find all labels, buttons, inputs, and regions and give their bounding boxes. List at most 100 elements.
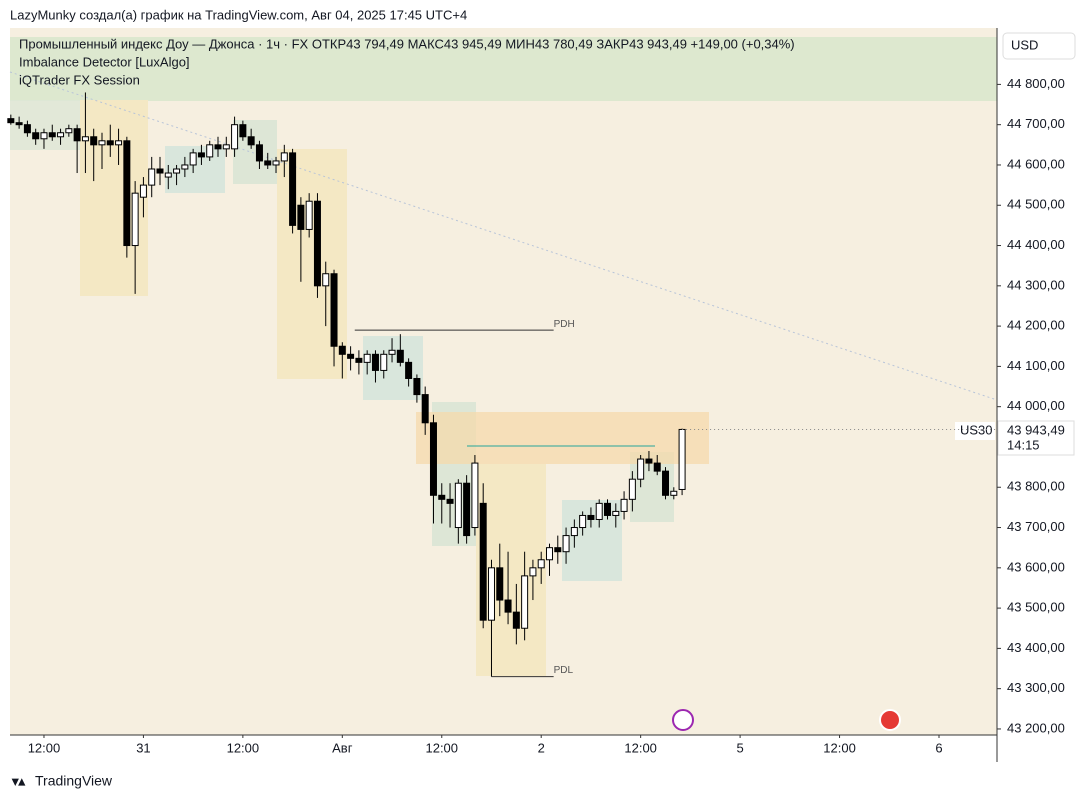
candle-body (678, 428, 686, 490)
x-tick-label: 12:00 (624, 740, 657, 755)
candle-body (15, 122, 23, 126)
candle-body (73, 128, 81, 142)
level-label: PDH (554, 319, 575, 330)
x-tick-label: 31 (136, 740, 150, 755)
session-box (562, 500, 622, 581)
last-price-box (997, 420, 1075, 456)
y-tick-label: 43 600,00 (1007, 559, 1065, 574)
candle-body (338, 345, 346, 355)
candle-body (537, 559, 545, 569)
candle-body (81, 136, 89, 142)
candle-body (662, 470, 670, 496)
candle-body (612, 510, 620, 516)
legend-line: iQTrader FX Session (19, 72, 140, 87)
candle-body (595, 502, 603, 520)
trend-line (9, 71, 998, 401)
candle-body (255, 144, 263, 162)
candle-body (388, 349, 396, 355)
candle-body (272, 160, 280, 166)
candle-body (579, 514, 587, 529)
candle-body (57, 132, 65, 138)
y-tick-label: 43 800,00 (1007, 479, 1065, 494)
currency-button[interactable] (1002, 32, 1076, 60)
flag-icon[interactable] (879, 709, 901, 731)
event-icon[interactable] (672, 709, 694, 731)
candle-body (206, 144, 214, 158)
y-tick-label: 43 500,00 (1007, 600, 1065, 615)
candle-body (371, 353, 379, 371)
candle-body (628, 478, 636, 500)
x-tick-label: 12:00 (823, 740, 856, 755)
candle-body (496, 567, 504, 601)
x-tick-label: 5 (736, 740, 743, 755)
x-tick-label: Авг (332, 740, 353, 755)
candle-body (653, 462, 661, 472)
header: LazyMunky создал(а) график на TradingVie… (10, 7, 467, 22)
candle-body (446, 498, 454, 504)
candle-body (98, 140, 106, 146)
candle-body (504, 599, 512, 613)
currency[interactable]: USD (1011, 37, 1038, 52)
y-tick-label: 44 700,00 (1007, 116, 1065, 131)
candle-body (131, 192, 139, 247)
candle-body (32, 132, 40, 140)
candle-body (173, 168, 181, 174)
candle-body (148, 168, 156, 186)
candle-body (421, 394, 429, 424)
y-tick-label: 44 100,00 (1007, 358, 1065, 373)
countdown: 14:15 (1007, 437, 1040, 452)
candle-body (181, 164, 189, 170)
x-tick-label: 12:00 (227, 740, 260, 755)
candle-body (23, 124, 31, 134)
candle-body (297, 204, 305, 230)
candle-body (106, 140, 114, 146)
imbalance-box (416, 412, 709, 464)
candle-body (637, 458, 645, 480)
y-tick-label: 44 200,00 (1007, 318, 1065, 333)
candle-body (521, 575, 529, 629)
symbol: US30 (960, 422, 993, 437)
candle-body (463, 482, 471, 537)
legend-line: Промышленный индекс Доу — Джонса · 1ч · … (19, 36, 795, 51)
candle-body (554, 547, 562, 553)
candle-body (604, 502, 612, 516)
candle-body (380, 353, 388, 371)
y-tick-label: 44 300,00 (1007, 277, 1065, 292)
candle-body (562, 535, 570, 553)
candle-body (40, 132, 48, 140)
candle-body (313, 200, 321, 287)
candle-body (123, 140, 131, 247)
candle-body (512, 611, 520, 629)
candle-body (65, 128, 73, 134)
candle-body (471, 462, 479, 529)
candle-body (222, 144, 230, 150)
y-tick-label: 43 200,00 (1007, 720, 1065, 735)
y-tick-label: 44 500,00 (1007, 197, 1065, 212)
x-tick-label: 12:00 (28, 740, 61, 755)
candle-body (438, 494, 446, 500)
candle-body (264, 160, 272, 166)
candle-body (487, 567, 495, 621)
x-tick-label: 2 (538, 740, 545, 755)
candle-body (330, 273, 338, 347)
y-tick-label: 44 400,00 (1007, 237, 1065, 252)
candle-body (90, 136, 98, 146)
x-tick-label: 12:00 (425, 740, 458, 755)
legend-line: Imbalance Detector [LuxAlgo] (19, 54, 190, 69)
candle-body (396, 349, 404, 363)
candle-body (587, 514, 595, 520)
footer: TradingView (35, 773, 113, 789)
candle-body (645, 458, 653, 464)
session-band (10, 37, 997, 101)
candle-body (164, 172, 172, 178)
y-tick-label: 44 000,00 (1007, 398, 1065, 413)
candle-body (280, 152, 288, 162)
candle-body (347, 353, 355, 359)
level-label: PDL (554, 665, 574, 676)
candle-body (620, 498, 628, 512)
x-tick-label: 6 (935, 740, 942, 755)
symbol-box (955, 422, 995, 440)
logo-mark: ▾▴ (11, 773, 26, 788)
candle-body (529, 567, 537, 577)
